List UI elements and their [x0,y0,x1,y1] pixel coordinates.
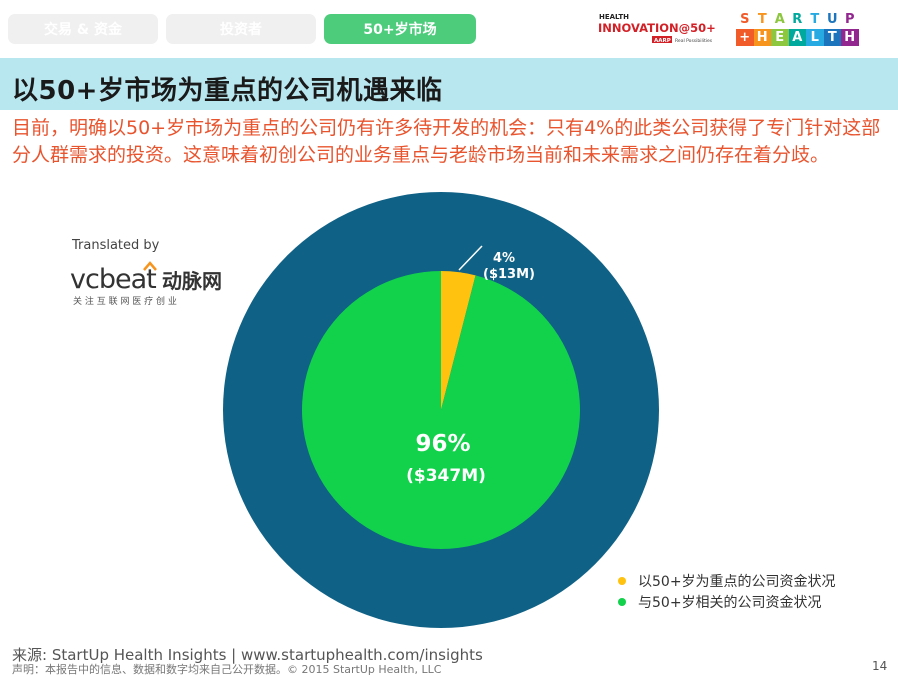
logo-tagline-text: Real Possibilities [675,38,713,44]
logo-letter: R [788,11,806,28]
slice-label-small-amount: ($13M) [483,267,535,282]
slice-label-large-amount: ($347M) [406,466,486,486]
legend-item-focused: 以50+岁为重点的公司资金状况 [618,571,836,591]
slice-label-large-pct: 96% [415,431,470,457]
logo-letter: T [823,29,841,46]
disclaimer-text: 声明：本报告中的信息、数据和数字均来自己公开数据。© 2015 StartUp … [12,663,442,676]
logo-letter: + [736,29,754,46]
legend-label: 与50+岁相关的公司资金状况 [638,595,822,611]
title-band [0,58,898,110]
tab-deals-funding[interactable]: 交易 & 资金 [8,14,158,44]
source-text: 来源: StartUp Health Insights | www.startu… [12,646,483,664]
slice-label-small-pct: 4% [493,251,515,266]
logo-health-text: HEALTH [599,13,629,21]
logo-letter: S [736,11,754,28]
logo-aarp-text: AARP [654,38,671,44]
logo-letter: A [788,29,806,46]
logo-letter: U [823,11,841,28]
page-number: 14 [872,659,888,673]
logo-letter: H [753,29,771,46]
logo-letter: P [841,11,859,28]
tab-50plus-market[interactable]: 50+岁市场 [324,14,476,44]
health-innovation-logo: HEALTH INNOVATION@50+ AARP Real Possibil… [598,13,716,44]
subtitle: 目前，明确以50+岁市场为重点的公司仍有许多待开发的机会：只有4%的此类公司获得… [12,117,881,166]
translated-by-label: Translated by [72,238,160,253]
logo-letter: E [771,29,789,46]
tab-investors[interactable]: 投资者 [166,14,316,44]
legend-item-related: 与50+岁相关的公司资金状况 [618,592,822,612]
logo-letter: L [806,29,824,46]
logo-letter: A [771,11,789,28]
logo-innovation-text: INNOVATION@50+ [598,21,716,35]
logo-letter: T [753,11,771,28]
vcbeat-cn-text: 动脉网 [162,269,222,293]
legend-dot-icon [618,577,626,585]
vcbeat-tagline: 关 注 互 联 网 医 疗 创 业 [73,295,177,307]
small-slice-leader-line [458,245,483,271]
logo-letter: T [806,11,824,28]
logo-letter: H [841,29,859,46]
pie-slice-1 [302,271,580,549]
vcbeat-logo: vcbeat 动脉网 关 注 互 联 网 医 疗 创 业 [70,261,222,307]
legend-label: 以50+岁为重点的公司资金状况 [638,574,836,590]
page-title: 以50+岁市场为重点的公司机遇来临 [12,76,443,106]
pie-slice-0 [441,271,476,410]
legend-dot-icon [618,598,626,606]
vcbeat-brand-text: vcbeat [70,264,156,295]
